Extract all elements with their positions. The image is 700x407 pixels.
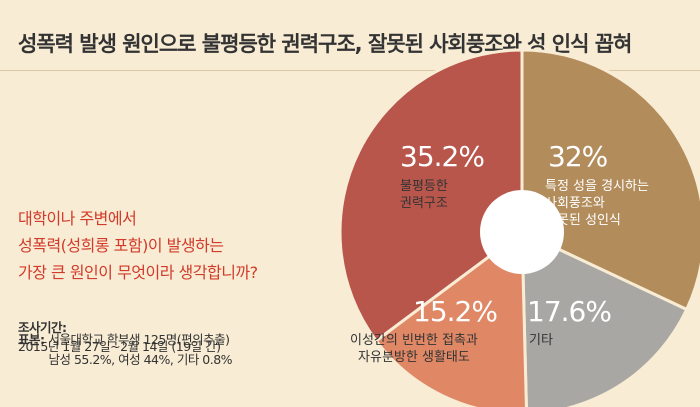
survey-period: 조사기간: 2015년 1월 27일~2월 14일 (19일 간) [18,302,221,355]
value-label: 17.6% [527,295,612,328]
pie-slice [338,48,524,343]
divider [0,70,700,71]
sample: 표본: 서울대학교 학부생 125명(편의추출) 남성 55.2%, 여성 44… [18,330,233,370]
value-label: 35.2% [400,140,485,173]
pie-slice [520,48,700,312]
question: 대학이나 주변에서 성폭력(성희롱 포함)이 발생하는 가장 큰 원인이 무엇이… [18,209,258,282]
sample-label: 표본: [18,332,45,347]
value-label: 15.2% [413,295,498,328]
survey-period-label: 조사기간: [18,320,67,335]
pie-slice [520,229,689,407]
slice-label: 불평등한 권력구조 [400,179,448,211]
chart-title: 성폭력 발생 원인으로 불평등한 권력구조, 잘못된 사회풍조와 성 인식 꼽혀 [18,32,632,56]
survey-period-value: 2015년 1월 27일~2월 14일 (19일 간) [18,339,221,354]
donut-hole [480,190,564,274]
slice-label: 기타 [529,333,553,348]
slice-label: 특정 성을 경시하는 사회풍조와 잘못된 성인식 [545,179,649,228]
pie-slice [374,229,528,407]
sample-value: 서울대학교 학부생 125명(편의추출) 남성 55.2%, 여성 44%, 기… [48,332,233,367]
value-label: 32% [548,140,608,173]
slice-label: 이성간의 빈번한 접촉과 자유분방한 생활태도 [350,333,478,365]
